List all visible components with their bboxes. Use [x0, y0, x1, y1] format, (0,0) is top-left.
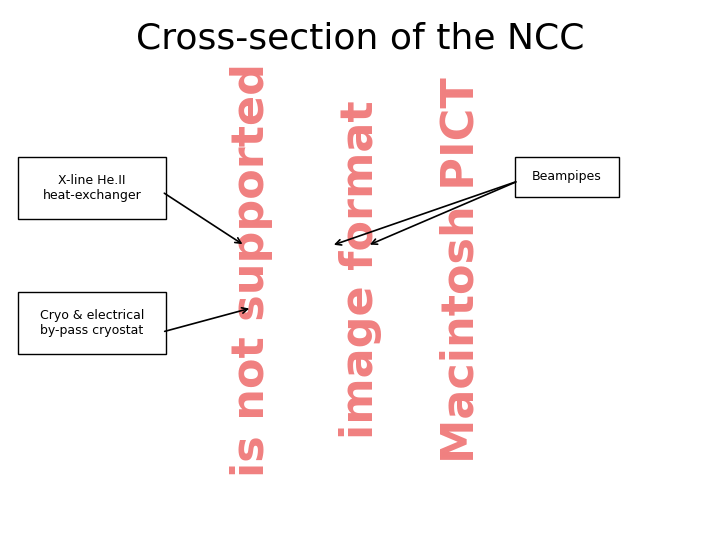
Text: Beampipes: Beampipes — [532, 170, 602, 184]
Text: Cryo & electrical
by-pass cryostat: Cryo & electrical by-pass cryostat — [40, 309, 144, 336]
Text: image format: image format — [338, 100, 382, 440]
Text: is not supported: is not supported — [230, 63, 274, 477]
Text: Cross-section of the NCC: Cross-section of the NCC — [136, 22, 584, 56]
FancyBboxPatch shape — [18, 157, 166, 219]
FancyBboxPatch shape — [515, 157, 619, 197]
Text: X-line He.II
heat-exchanger: X-line He.II heat-exchanger — [42, 174, 141, 201]
FancyBboxPatch shape — [18, 292, 166, 354]
Text: Macintosh PICT: Macintosh PICT — [439, 77, 482, 463]
